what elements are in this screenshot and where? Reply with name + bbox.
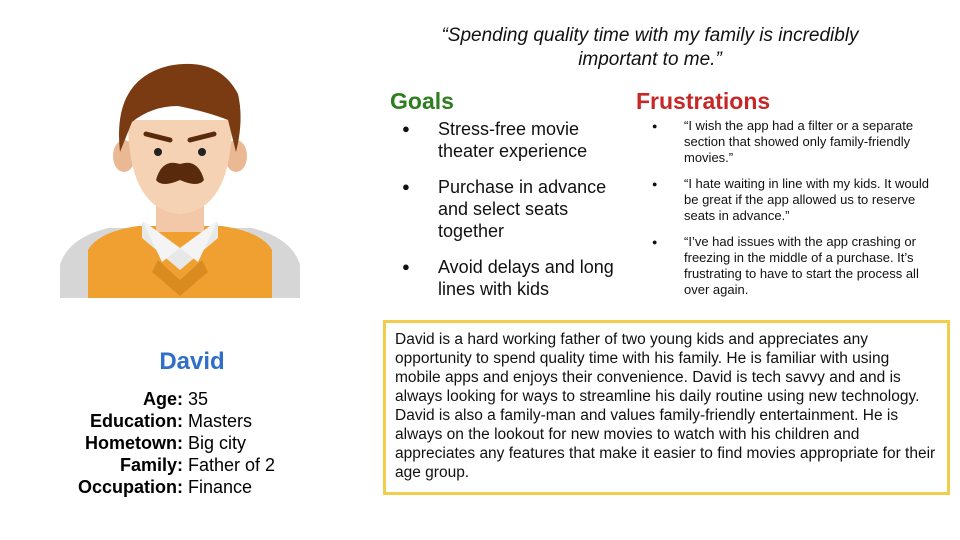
goal-item: Avoid delays and long lines with kids — [400, 256, 632, 300]
frustration-item: “I hate waiting in line with my kids. It… — [650, 176, 946, 224]
persona-bio: David is a hard working father of two yo… — [383, 320, 950, 495]
detail-label: Education: — [90, 411, 183, 431]
detail-value: Big city — [188, 433, 247, 453]
goal-item: Stress-free movie theater experience — [400, 118, 632, 162]
detail-row-education: Education: Masters — [40, 410, 360, 432]
detail-label: Age: — [143, 389, 183, 409]
persona-quote: “Spending quality time with my family is… — [441, 25, 859, 70]
goals-heading: Goals — [390, 88, 454, 114]
detail-label: Hometown: — [85, 433, 183, 453]
goal-item: Purchase in advance and select seats tog… — [400, 176, 632, 242]
frustration-item: “I wish the app had a filter or a separa… — [650, 118, 946, 166]
detail-row-occupation: Occupation: Finance — [40, 476, 360, 498]
detail-value: Father of 2 — [188, 455, 276, 475]
detail-label: Family: — [119, 455, 183, 475]
detail-value: 35 — [188, 389, 209, 409]
persona-name: David — [159, 348, 225, 375]
detail-row-age: Age: 35 — [40, 388, 360, 410]
detail-row-hometown: Hometown: Big city — [40, 432, 360, 454]
detail-label: Occupation: — [77, 477, 183, 497]
detail-value: Finance — [188, 477, 253, 497]
detail-value: Masters — [188, 411, 253, 431]
frustration-item: “I’ve had issues with the app crashing o… — [650, 234, 946, 298]
frustrations-list: “I wish the app had a filter or a separa… — [650, 118, 946, 308]
persona-avatar-illustration — [60, 63, 300, 298]
persona-details: Age: 35 Education: Masters Hometown: Big… — [40, 388, 360, 498]
frustrations-heading: Frustrations — [636, 88, 771, 114]
goals-list: Stress-free movie theater experience Pur… — [400, 118, 632, 314]
detail-row-family: Family: Father of 2 — [40, 454, 360, 476]
